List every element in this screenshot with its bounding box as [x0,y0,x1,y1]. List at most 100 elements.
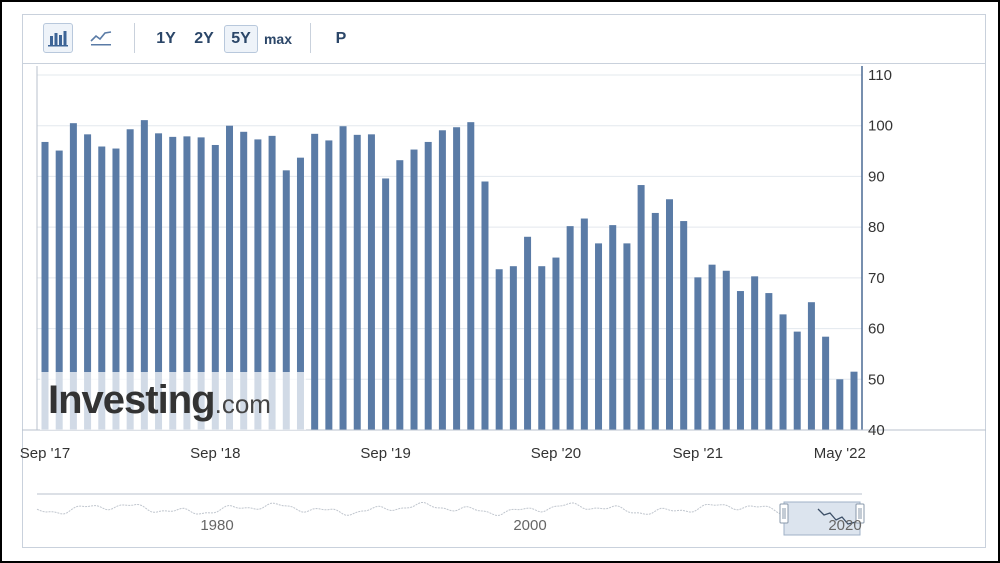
navigator-label: 2000 [513,517,546,534]
bar [155,133,163,431]
bar [481,181,489,430]
bar [339,126,347,430]
navigator-selection[interactable] [783,501,861,536]
watermark-brand: Investing [48,378,216,422]
bar [382,178,390,430]
bar [254,139,262,430]
bar [367,134,375,431]
bar [751,276,759,430]
bar [69,123,77,430]
y-tick-label: 80 [868,219,885,236]
bar [665,199,673,430]
bar [807,302,815,430]
navigator[interactable]: 1980 2000 2020 [36,493,865,536]
bar [609,225,617,430]
y-tick-label: 70 [868,270,885,287]
line-chart-button[interactable] [87,23,117,53]
navigator-handle[interactable] [779,503,789,524]
navigator-label: 2020 [828,517,861,534]
bar [353,134,361,431]
x-tick-label: May '22 [814,445,866,462]
y-tick-label: 90 [868,168,885,185]
bar [467,122,475,431]
bars [41,120,858,431]
bar [836,379,844,430]
bar [850,371,858,430]
bar [438,130,446,430]
bar [396,160,404,430]
bar [282,170,290,431]
bar-chart-icon [48,31,68,47]
navigator-selected-series [817,508,857,525]
bar [623,243,631,430]
bar [41,141,49,430]
bar [211,144,219,430]
bar [793,331,801,430]
bar [552,257,560,430]
x-tick-label: Sep '17 [20,445,70,462]
bar [55,150,63,431]
chart-panel: 1Y 2Y 5Y max P [22,14,986,548]
bar [183,136,191,430]
bar [680,221,688,430]
line-chart-icon [90,31,112,46]
x-tick-label: Sep '21 [673,445,723,462]
bar [538,266,546,430]
bar [708,264,716,430]
y-tick-label: 100 [868,118,893,135]
bar [325,140,333,430]
y-tick-label: 50 [868,371,885,388]
x-axis-ticks: Sep '17 Sep '18 Sep '19 Sep '20 Sep '21 May '… [20,445,866,462]
bar [566,226,574,430]
range-max-button[interactable]: max [263,31,293,47]
range-5y-button[interactable]: 5Y [224,25,258,53]
bar [140,120,148,430]
bar [226,125,234,430]
navigator-label: 1980 [200,517,233,534]
x-tick-label: Sep '20 [531,445,581,462]
bar [268,135,276,430]
x-tick-label: Sep '18 [190,445,240,462]
bar-chart-button[interactable] [43,23,73,53]
bar [580,218,588,430]
bar [126,129,134,430]
bar [424,141,432,430]
y-tick-label: 40 [868,422,885,439]
bar [595,243,603,430]
bar [524,236,532,430]
range-2y-button[interactable]: 2Y [194,30,214,47]
y-tick-label: 60 [868,321,885,338]
toolbar-divider [310,23,311,53]
bar [651,212,659,430]
bar [296,157,304,430]
bar [112,148,120,431]
bar [84,134,92,431]
y-axis-ticks: 40 50 60 70 80 90 100 110 [868,67,893,439]
bar [736,291,744,430]
y-tick-label: 110 [868,67,892,84]
toolbar-divider [134,23,135,53]
bar [453,127,461,430]
p-button[interactable]: P [335,30,347,47]
investing-watermark: Investing.com [40,372,306,430]
chart-toolbar: 1Y 2Y 5Y max P [23,15,985,64]
bar [637,185,645,430]
bar [410,149,418,431]
bar [722,270,730,430]
bar [694,277,702,430]
watermark-suffix: .com [214,389,271,419]
x-tick-label: Sep '19 [360,445,410,462]
navigator-series [36,502,859,527]
range-1y-button[interactable]: 1Y [156,30,176,47]
bar [779,314,787,430]
bar [98,146,106,430]
bar [495,269,503,430]
bar [197,137,205,430]
navigator-handle[interactable] [855,503,865,524]
bar [822,336,830,430]
bar [240,131,248,431]
axes [22,66,986,431]
bar [169,136,177,430]
